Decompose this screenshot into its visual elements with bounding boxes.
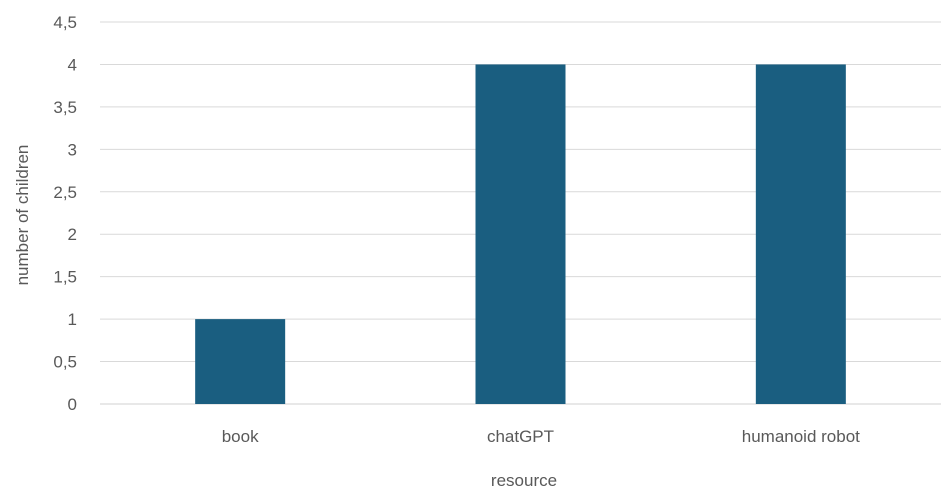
y-tick-label: 0	[68, 395, 77, 414]
y-axis-ticks: 0 0,5 1 1,5 2 2,5 3 3,5 4 4,5	[53, 13, 77, 414]
y-tick-label: 4,5	[53, 13, 77, 32]
y-tick-label: 4	[68, 55, 77, 74]
bar-chatgpt	[475, 64, 566, 404]
y-tick-label: 3	[68, 140, 77, 159]
x-tick-label: chatGPT	[487, 427, 554, 446]
y-axis-title: number of children	[13, 145, 32, 286]
x-tick-label: humanoid robot	[742, 427, 860, 446]
y-tick-label: 1	[68, 310, 77, 329]
x-axis-title: resource	[491, 471, 557, 490]
y-tick-label: 1,5	[53, 268, 77, 287]
y-tick-label: 2,5	[53, 183, 77, 202]
bars	[195, 64, 846, 404]
bar-humanoid-robot	[755, 64, 846, 404]
x-tick-label: book	[222, 427, 259, 446]
y-tick-label: 2	[68, 225, 77, 244]
x-axis-ticks: book chatGPT humanoid robot	[222, 427, 860, 446]
y-tick-label: 3,5	[53, 98, 77, 117]
y-tick-label: 0,5	[53, 353, 77, 372]
bar-book	[195, 319, 286, 404]
